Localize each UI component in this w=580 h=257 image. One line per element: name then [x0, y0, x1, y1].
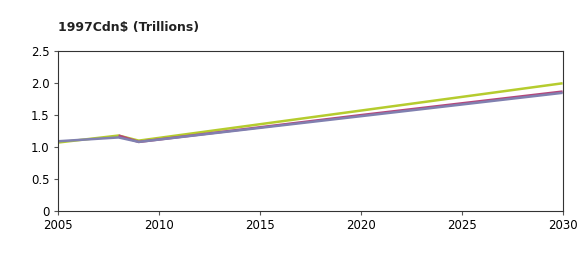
Text: 1997Cdn$ (Trillions): 1997Cdn$ (Trillions) — [58, 21, 199, 34]
